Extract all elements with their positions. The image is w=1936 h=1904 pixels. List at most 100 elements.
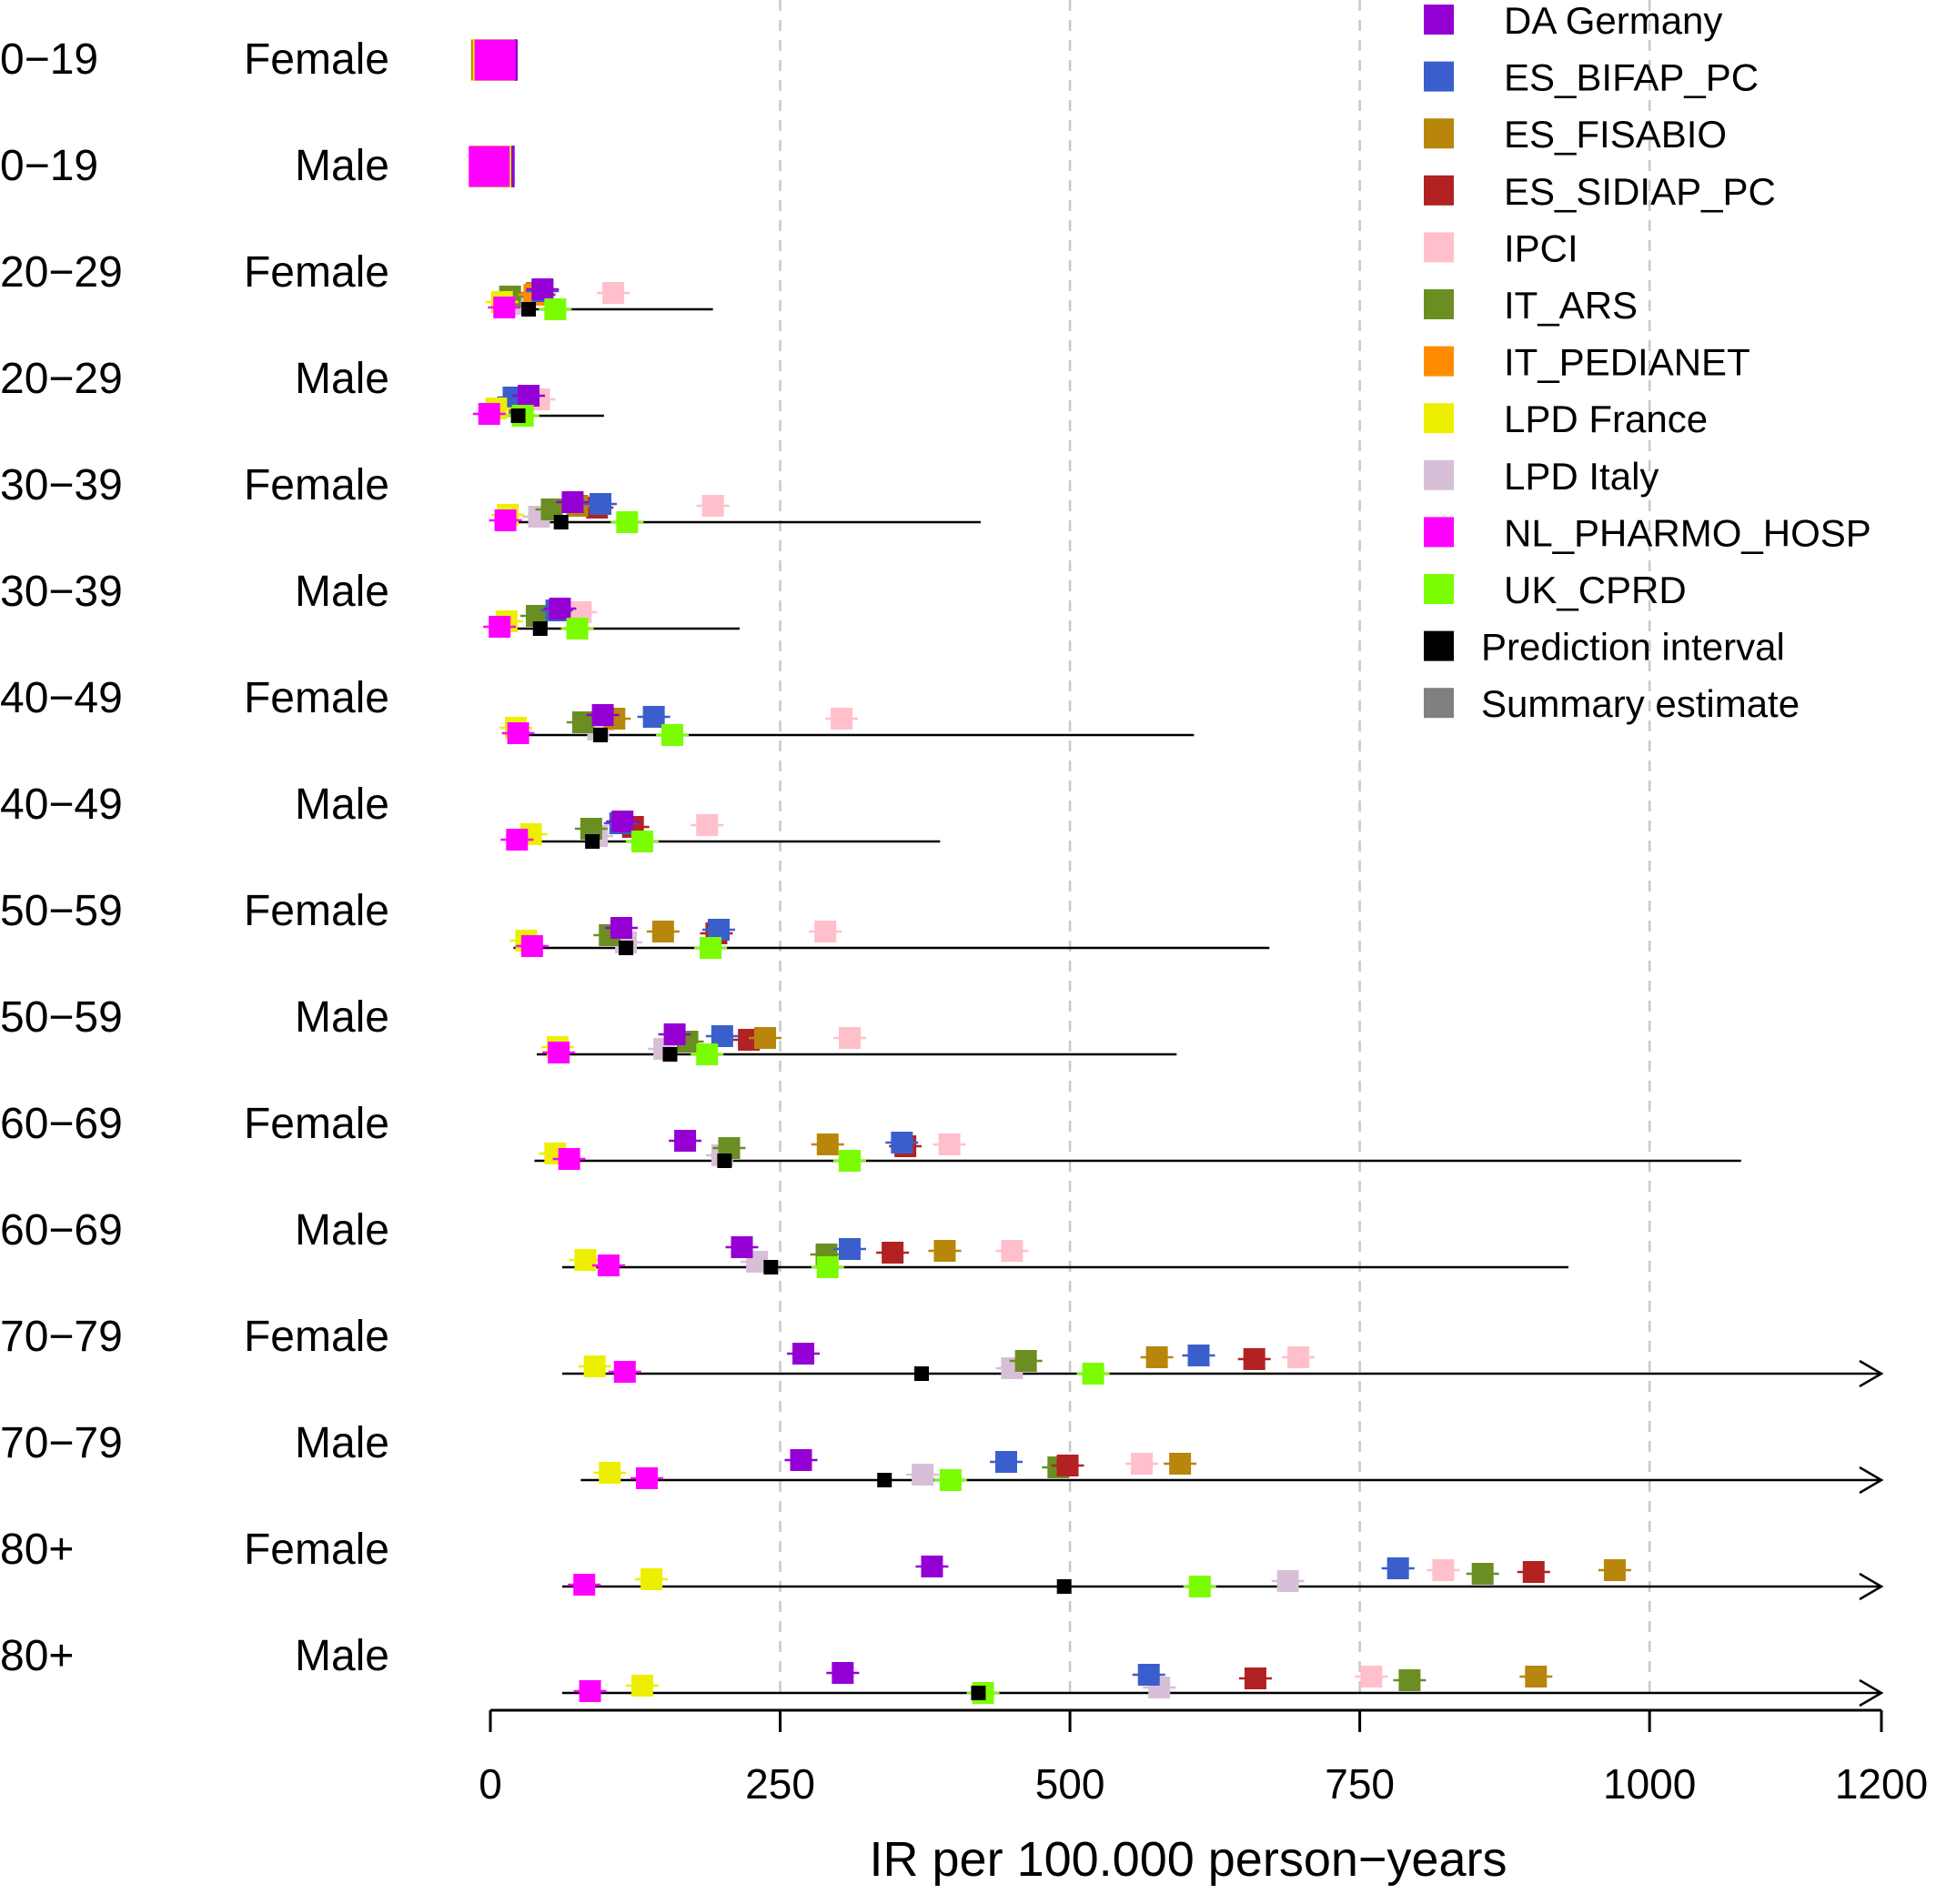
estimate-square xyxy=(838,1238,861,1260)
row-sex-label: Male xyxy=(295,142,389,190)
estimate-square xyxy=(1188,1576,1211,1597)
estimate-square xyxy=(573,1574,596,1596)
estimate-square xyxy=(663,1023,686,1045)
estimate-square xyxy=(630,831,653,852)
arrow-head xyxy=(1859,1466,1884,1495)
legend-swatch xyxy=(1424,517,1454,548)
x-axis-label: IR per 100.000 person−years xyxy=(870,1832,1507,1887)
x-tick-label: 0 xyxy=(479,1760,502,1808)
estimate-square xyxy=(1398,1669,1421,1691)
legend-label: IT_PEDIANET xyxy=(1504,341,1750,384)
row-age-label: 20−29 xyxy=(0,248,123,297)
estimate-square xyxy=(630,1675,653,1697)
estimate-square xyxy=(816,1133,839,1155)
row-age-label: 80+ xyxy=(0,1526,74,1574)
estimate-square xyxy=(933,1240,956,1262)
legend-label: IPCI xyxy=(1504,227,1578,269)
estimate-square xyxy=(1082,1363,1104,1385)
grid-lines xyxy=(779,0,1651,1692)
estimate-square xyxy=(696,1043,719,1065)
legend-label: LPD Italy xyxy=(1504,455,1659,498)
estimate-square xyxy=(574,1249,597,1271)
legend-swatch xyxy=(1424,61,1454,92)
estimate-square xyxy=(494,509,517,531)
estimate-square xyxy=(891,1132,913,1153)
row-age-label: 20−29 xyxy=(0,355,123,403)
estimate-square xyxy=(602,282,625,304)
estimate-square xyxy=(493,297,516,318)
estimate-square xyxy=(921,1556,943,1577)
estimate-square xyxy=(816,1256,839,1278)
estimate-square xyxy=(561,491,584,513)
summary-estimate-mark xyxy=(913,1366,929,1381)
estimate-square xyxy=(1145,1346,1168,1368)
estimate-square xyxy=(831,708,853,730)
summary-estimate-mark xyxy=(593,728,609,742)
estimate-square xyxy=(1001,1240,1023,1262)
legend-label: Prediction interval xyxy=(1481,626,1785,669)
estimate-square xyxy=(642,706,665,728)
summary-estimate-mark xyxy=(532,621,548,636)
estimate-square xyxy=(651,921,674,942)
estimate-square xyxy=(1131,1453,1154,1475)
row-sex-label: Male xyxy=(295,1206,389,1254)
summary-estimate-mark xyxy=(662,1047,678,1062)
legend-label: DA Germany xyxy=(1504,0,1722,42)
estimate-square xyxy=(544,298,567,320)
legend-label: ES_BIFAP_PC xyxy=(1504,56,1759,99)
estimate-square xyxy=(700,937,722,959)
estimate-square xyxy=(882,1242,904,1264)
row-age-label: 70−79 xyxy=(0,1419,123,1467)
summary-estimate-mark xyxy=(619,941,634,955)
estimate-square xyxy=(583,1355,606,1377)
estimate-square xyxy=(599,1462,621,1484)
legend-label: IT_ARS xyxy=(1504,284,1638,327)
estimate-square xyxy=(938,1133,961,1155)
x-tick-label: 1000 xyxy=(1603,1760,1696,1808)
estimate-square xyxy=(1169,1453,1192,1475)
estimate-square xyxy=(518,385,540,407)
row-age-label: 0−19 xyxy=(0,35,98,84)
estimate-square xyxy=(1432,1559,1455,1581)
legend-label: ES_SIDIAP_PC xyxy=(1504,170,1776,213)
row-sex-label: Female xyxy=(244,1313,389,1361)
estimate-square xyxy=(790,1449,812,1471)
summary-estimate-mark xyxy=(763,1260,779,1274)
estimate-square xyxy=(591,704,614,726)
legend-swatch xyxy=(1424,574,1454,604)
estimate-square xyxy=(1287,1346,1310,1368)
x-tick-label: 250 xyxy=(745,1760,815,1808)
summary-estimate-mark xyxy=(1056,1579,1072,1594)
legend-swatch xyxy=(1424,289,1454,319)
estimate-square xyxy=(995,1451,1018,1473)
estimate-square xyxy=(1603,1559,1626,1581)
estimate-square xyxy=(549,598,571,620)
row-sex-label: Male xyxy=(295,1632,389,1680)
estimate-square xyxy=(1276,1570,1299,1592)
estimate-square xyxy=(506,829,529,851)
x-axis: 0 250 500 750 1000 1200 xyxy=(479,1708,1928,1808)
estimate-square xyxy=(531,278,554,300)
arrow-head xyxy=(1859,1678,1884,1708)
legend-swatch xyxy=(1424,175,1454,206)
x-tick-label: 500 xyxy=(1035,1760,1105,1808)
estimate-square xyxy=(590,493,612,515)
estimate-square xyxy=(636,1467,659,1489)
estimate-square xyxy=(616,511,639,533)
summary-estimate-mark xyxy=(510,408,526,423)
legend-swatch xyxy=(1424,118,1454,149)
estimate-square xyxy=(731,1236,753,1258)
estimate-square xyxy=(474,39,516,81)
legend-swatch xyxy=(1424,630,1454,661)
row-labels: 0−19 Female 0−19 Male 20−29 Female 20−29 Male 30… xyxy=(0,35,389,1680)
estimate-square xyxy=(696,814,719,836)
estimate-square xyxy=(674,1130,697,1152)
estimate-square xyxy=(814,921,837,942)
legend-label: UK_CPRD xyxy=(1504,569,1687,611)
row-age-label: 60−69 xyxy=(0,1100,123,1148)
estimate-square xyxy=(939,1469,962,1491)
estimate-square xyxy=(792,1343,815,1365)
row-age-label: 0−19 xyxy=(0,142,98,190)
row-age-label: 40−49 xyxy=(0,781,123,829)
